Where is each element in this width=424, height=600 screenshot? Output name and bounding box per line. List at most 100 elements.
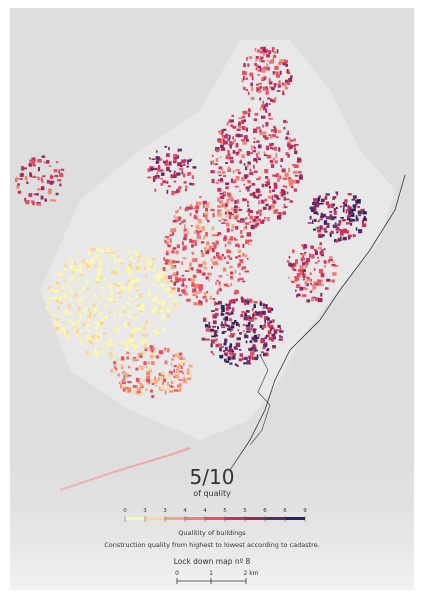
- building-block: [226, 285, 230, 288]
- building-block: [158, 350, 164, 355]
- building-block: [249, 340, 253, 344]
- building-block: [98, 271, 102, 275]
- building-block: [135, 296, 139, 298]
- building-block: [230, 124, 233, 127]
- building-block: [85, 350, 89, 355]
- building-block: [249, 358, 251, 361]
- building-block: [241, 268, 244, 271]
- building-block: [335, 239, 338, 243]
- building-block: [138, 382, 142, 384]
- building-block: [78, 290, 82, 294]
- building-block: [109, 298, 114, 301]
- building-block: [223, 135, 228, 139]
- building-block: [132, 385, 137, 388]
- building-block: [86, 334, 89, 339]
- building-block: [59, 296, 63, 298]
- building-block: [51, 296, 56, 300]
- building-block: [194, 287, 197, 293]
- building-block: [96, 322, 100, 327]
- building-block: [195, 224, 200, 228]
- building-block: [63, 264, 68, 268]
- building-block: [112, 300, 117, 303]
- building-block: [108, 343, 113, 347]
- building-block: [181, 289, 185, 292]
- building-block: [179, 383, 182, 388]
- building-block: [171, 190, 175, 196]
- building-block: [287, 154, 290, 158]
- building-block: [173, 365, 177, 368]
- building-block: [245, 217, 248, 220]
- building-block: [162, 267, 166, 272]
- building-block: [213, 256, 216, 260]
- building-block: [169, 390, 173, 393]
- building-block: [259, 300, 262, 303]
- building-block: [318, 268, 324, 274]
- building-block: [214, 163, 218, 165]
- building-block: [314, 204, 316, 207]
- building-block: [218, 275, 223, 278]
- building-block: [268, 81, 273, 85]
- building-block: [227, 356, 231, 361]
- building-block: [166, 251, 169, 255]
- building-block: [122, 377, 126, 380]
- building-block: [99, 321, 104, 326]
- building-block: [293, 138, 296, 142]
- building-block: [200, 226, 206, 231]
- building-block: [304, 261, 309, 266]
- building-block: [162, 180, 167, 183]
- building-block: [55, 161, 59, 164]
- building-block: [167, 262, 172, 266]
- building-block: [234, 239, 238, 241]
- building-block: [182, 379, 187, 384]
- building-block: [266, 182, 270, 186]
- building-block: [223, 175, 227, 177]
- building-block: [190, 225, 193, 227]
- building-block: [230, 333, 233, 337]
- building-block: [95, 281, 100, 284]
- building-block: [273, 182, 277, 186]
- building-block: [224, 235, 227, 240]
- building-block: [84, 295, 89, 298]
- building-block: [217, 187, 222, 192]
- building-block: [279, 70, 282, 75]
- building-block: [203, 204, 205, 209]
- building-block: [242, 357, 245, 360]
- building-block: [272, 345, 276, 349]
- building-block: [235, 243, 240, 247]
- building-block: [293, 170, 298, 175]
- building-block: [86, 264, 91, 269]
- building-block: [87, 317, 91, 321]
- building-block: [206, 291, 209, 294]
- building-block: [229, 141, 233, 144]
- building-block: [218, 300, 222, 305]
- building-block: [233, 139, 236, 143]
- building-block: [56, 281, 60, 285]
- building-block: [292, 164, 297, 167]
- building-block: [277, 324, 281, 328]
- building-block: [317, 229, 321, 233]
- building-block: [252, 313, 254, 319]
- building-block: [212, 261, 216, 265]
- building-block: [241, 78, 244, 83]
- building-block: [173, 154, 178, 158]
- building-block: [301, 268, 306, 273]
- building-block: [159, 307, 162, 313]
- building-block: [147, 296, 151, 299]
- building-block: [288, 256, 291, 259]
- building-block: [271, 333, 276, 337]
- building-block: [73, 293, 78, 297]
- building-block: [21, 166, 25, 171]
- building-block: [213, 332, 217, 336]
- building-block: [262, 86, 267, 91]
- building-block: [248, 152, 253, 155]
- building-block: [94, 349, 98, 354]
- building-block: [283, 119, 287, 123]
- building-block: [88, 340, 93, 344]
- building-block: [231, 207, 235, 211]
- building-block: [268, 78, 271, 82]
- building-block: [231, 356, 236, 360]
- building-block: [270, 327, 275, 330]
- building-block: [138, 309, 144, 312]
- building-block: [271, 324, 274, 328]
- building-block: [237, 199, 240, 204]
